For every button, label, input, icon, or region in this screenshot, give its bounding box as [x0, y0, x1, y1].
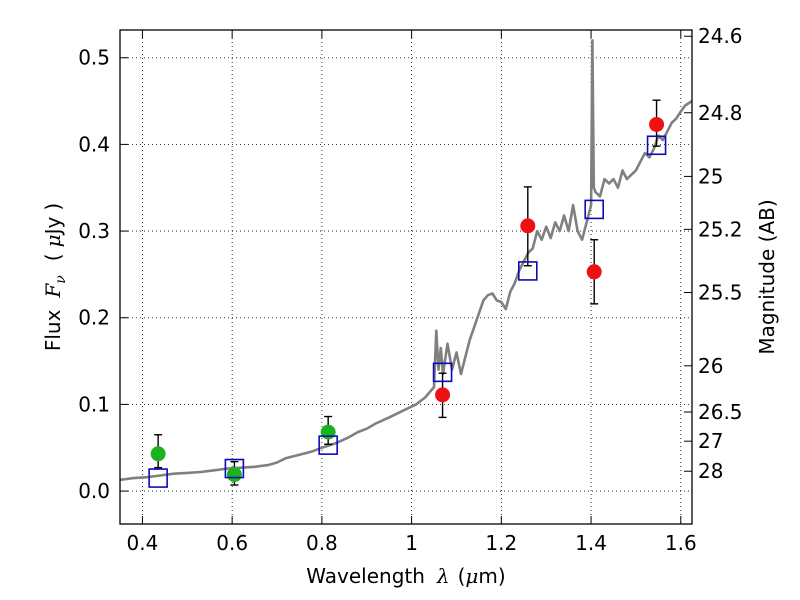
optical-data-point	[226, 467, 242, 483]
nir-data-point	[649, 116, 665, 132]
y-tick-label: 0.3	[78, 219, 110, 243]
plot-frame	[119, 29, 693, 525]
x-axis-units-rest: m)	[478, 564, 505, 588]
y-axis-units-close: )	[41, 203, 65, 211]
x-axis-title-prefix: Wavelength	[306, 564, 425, 588]
x-tick-label: 1.4	[575, 531, 607, 555]
model-photometry-square	[646, 135, 667, 156]
x-tick-label: 1	[405, 531, 418, 555]
y-axis-units-mu: μ	[41, 234, 65, 247]
y-axis-title: Flux Fν ( μJy)	[41, 203, 69, 351]
model-photometry-square	[148, 468, 168, 488]
magnitude-tick-label: 25.2	[698, 217, 743, 241]
nir-data-point	[586, 264, 602, 280]
y-axis-units-open: (	[41, 253, 65, 261]
magnitude-tick-label: 27	[698, 429, 723, 453]
nir-data-point	[435, 387, 451, 403]
y-tick-label: 0.5	[78, 46, 110, 70]
errorbar-layer	[154, 99, 661, 486]
y-axis-units-rest: Jy	[41, 216, 65, 236]
magnitude-tick-label: 26.5	[698, 400, 743, 424]
marker-layer	[148, 116, 667, 488]
x-axis-units-mu: μ	[465, 564, 478, 588]
model-photometry-square	[318, 435, 338, 455]
x-tick-label: 1.2	[485, 531, 517, 555]
magnitude-tick-label: 28	[698, 459, 723, 483]
nir-data-point	[520, 218, 536, 234]
x-tick-label: 0.4	[127, 531, 159, 555]
x-tick-label: 1.6	[665, 531, 697, 555]
x-axis-units-open: (	[458, 564, 466, 588]
magnitude-tick-label: 24.6	[698, 24, 743, 48]
spectrum-layer	[120, 39, 692, 482]
tick-layer: 0.4 0.6 0.8 1 1.2 1.4 1.6 0.0 0.1 0.2 0.3 0.4 0.5 24.…	[78, 24, 742, 555]
magnitude-tick-label: 24.8	[698, 101, 743, 125]
y-tick-label: 0.2	[78, 306, 110, 330]
magnitude-tick-label: 25	[698, 164, 723, 188]
optical-data-point	[150, 446, 166, 462]
model-photometry-square	[432, 362, 453, 383]
x-axis-title: Wavelength λ (μm)	[306, 564, 505, 588]
magnitude-tick-label: 26	[698, 354, 723, 378]
y-tick-label: 0.0	[78, 479, 110, 503]
grid-layer	[120, 30, 692, 524]
model-photometry-square	[518, 261, 538, 281]
x-tick-label: 0.8	[306, 531, 338, 555]
optical-data-point	[320, 424, 336, 440]
y-tick-label: 0.1	[78, 392, 110, 416]
y-axis-title-prefix: Flux	[41, 309, 65, 351]
y-tick-label: 0.4	[78, 132, 110, 156]
x-axis-symbol: λ	[436, 564, 450, 588]
model-photometry-square	[224, 458, 245, 479]
spectrum-line	[120, 39, 692, 482]
y2-axis-title: Magnitude (AB)	[755, 199, 779, 354]
magnitude-tick-label: 25.5	[698, 281, 743, 305]
y-axis-symbol-subscript: ν	[53, 275, 69, 284]
y-axis-symbol: F	[41, 283, 65, 299]
x-tick-label: 0.6	[216, 531, 248, 555]
model-photometry-square	[584, 199, 604, 220]
